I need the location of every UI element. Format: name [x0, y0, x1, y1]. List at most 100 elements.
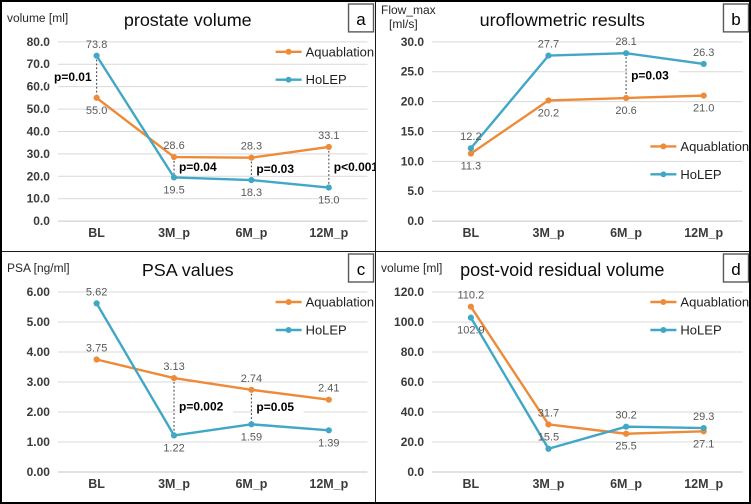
chart-post-void-residual-volume: 0.0 20.0 40.0 60.0 80.0 100.0 120.0 BL 3M_p 6M_p 1… — [381, 253, 749, 491]
legend-label-holep: HoLEP — [680, 323, 721, 338]
y-tick-label: 10.0 — [400, 154, 424, 168]
series-line-aquablation — [95, 96, 329, 159]
y-tick-label: 70.0 — [27, 57, 51, 71]
panel-letter-box — [722, 3, 749, 33]
x-tick-label: 6M_p — [610, 477, 642, 491]
y-tick-label: 50.0 — [27, 102, 51, 116]
value-label: 11.3 — [460, 161, 481, 173]
chart-title: prostate volume — [124, 10, 252, 30]
value-label: 27.1 — [692, 438, 713, 450]
value-label: 26.3 — [692, 47, 713, 59]
y-tick-label: 60.0 — [400, 375, 424, 389]
legend-marker-aquablation — [659, 299, 666, 305]
value-label: 15.5 — [537, 432, 558, 444]
legend-marker-aquablation — [285, 48, 292, 55]
data-point-aquablation — [325, 396, 332, 403]
value-label: 3.13 — [163, 361, 184, 373]
data-point-holep — [93, 300, 100, 307]
y-tick-label: 60.0 — [27, 80, 51, 94]
data-point-aquablation — [622, 94, 629, 102]
value-label: 102.9 — [457, 325, 485, 337]
p-label-bg — [627, 67, 678, 83]
data-point-aquablation — [325, 143, 332, 151]
value-label: 28.3 — [241, 141, 262, 153]
legend-label-aquablation: Aquablation — [306, 44, 375, 59]
y-tick-label: 15.0 — [400, 124, 424, 138]
legend-label-holep: HoLEP — [306, 72, 347, 87]
value-label: 73.8 — [86, 39, 107, 51]
data-point-holep — [622, 423, 629, 430]
data-point-holep — [170, 432, 178, 439]
data-point-holep — [248, 421, 255, 428]
x-tick-label: 3M_p — [532, 477, 564, 491]
y-tick-label: 5.0 — [407, 184, 424, 198]
chart-title: PSA values — [142, 260, 234, 280]
data-point-holep — [467, 314, 474, 321]
value-label: 55.0 — [86, 105, 107, 117]
series-line-holep — [95, 55, 329, 189]
p-value-label: p=0.05 — [256, 400, 294, 414]
series-line-holep — [469, 51, 704, 149]
y-tick-label: 40.0 — [27, 124, 51, 138]
y-tick-label: 20.0 — [400, 95, 424, 109]
panel-letter: a — [356, 10, 366, 29]
y-axis-label: PSA [ng/ml] — [7, 261, 70, 275]
y-tick-label: 20.0 — [27, 169, 51, 183]
data-point-aquablation — [93, 94, 100, 101]
p-value-label: p=0.03 — [631, 69, 669, 83]
data-point-holep — [544, 445, 552, 452]
value-label: 21.0 — [692, 103, 713, 115]
legend-marker-holep — [659, 327, 666, 333]
legend-label-holep: HoLEP — [306, 322, 347, 337]
data-point-aquablation — [467, 150, 474, 157]
value-label: 15.0 — [318, 194, 339, 206]
value-label: 2.74 — [241, 373, 262, 385]
y-tick-label: 30.0 — [27, 147, 51, 161]
value-label: 5.62 — [86, 286, 107, 298]
p-label-bg — [46, 68, 95, 84]
y-tick-label: 80.0 — [27, 35, 51, 49]
data-point-aquablation — [93, 356, 100, 363]
y-tick-label: 30.0 — [400, 35, 424, 49]
x-tick-label: BL — [462, 226, 479, 240]
legend-label-aquablation: Aquablation — [680, 139, 749, 154]
data-point-holep — [700, 424, 707, 432]
y-tick-label: 6.00 — [27, 285, 51, 299]
x-tick-label: 12M_p — [309, 226, 348, 240]
data-point-aquablation — [467, 303, 474, 310]
data-point-aquablation — [544, 97, 552, 104]
series-line-aquablation — [469, 94, 704, 155]
data-point-aquablation — [544, 421, 552, 428]
data-point-holep — [700, 60, 707, 68]
value-label: 28.6 — [163, 140, 184, 152]
p-label-bg — [330, 159, 375, 175]
value-label: 29.3 — [692, 411, 713, 423]
legend-marker-holep — [285, 76, 292, 83]
y-tick-label: 3.00 — [27, 375, 51, 389]
data-point-aquablation — [170, 375, 178, 382]
panel-letter-box — [347, 3, 375, 33]
value-label: 12.2 — [460, 131, 481, 143]
x-tick-label: BL — [88, 477, 105, 491]
legend-marker-aquablation — [659, 143, 666, 150]
value-label: 110.2 — [457, 290, 484, 302]
series-line-holep — [95, 302, 329, 437]
p-label-bg — [175, 159, 227, 175]
data-point-holep — [325, 427, 332, 434]
y-tick-label: 20.0 — [400, 435, 424, 449]
panel-letter: b — [731, 10, 740, 29]
value-label: 25.5 — [615, 441, 636, 453]
legend-label-aquablation: Aquablation — [306, 294, 375, 309]
y-tick-label: 0.0 — [33, 214, 50, 228]
y-tick-label: 4.00 — [27, 345, 51, 359]
series-line-aquablation — [96, 358, 329, 401]
value-label: 31.7 — [537, 407, 558, 419]
value-label: 2.41 — [318, 383, 339, 395]
x-tick-label: 6M_p — [610, 226, 642, 240]
value-label: 1.22 — [163, 442, 184, 454]
chart-uroflowmetric-results: 0.0 5.0 10.0 15.0 20.0 25.0 30.0 BL 3M_p 6M_p 12M_… — [381, 3, 749, 240]
x-tick-label: BL — [88, 226, 105, 240]
data-point-aquablation — [248, 386, 255, 393]
panel-b: 0.0 5.0 10.0 15.0 20.0 25.0 30.0 BL 3M_p 6M_p 12M_… — [375, 2, 749, 252]
